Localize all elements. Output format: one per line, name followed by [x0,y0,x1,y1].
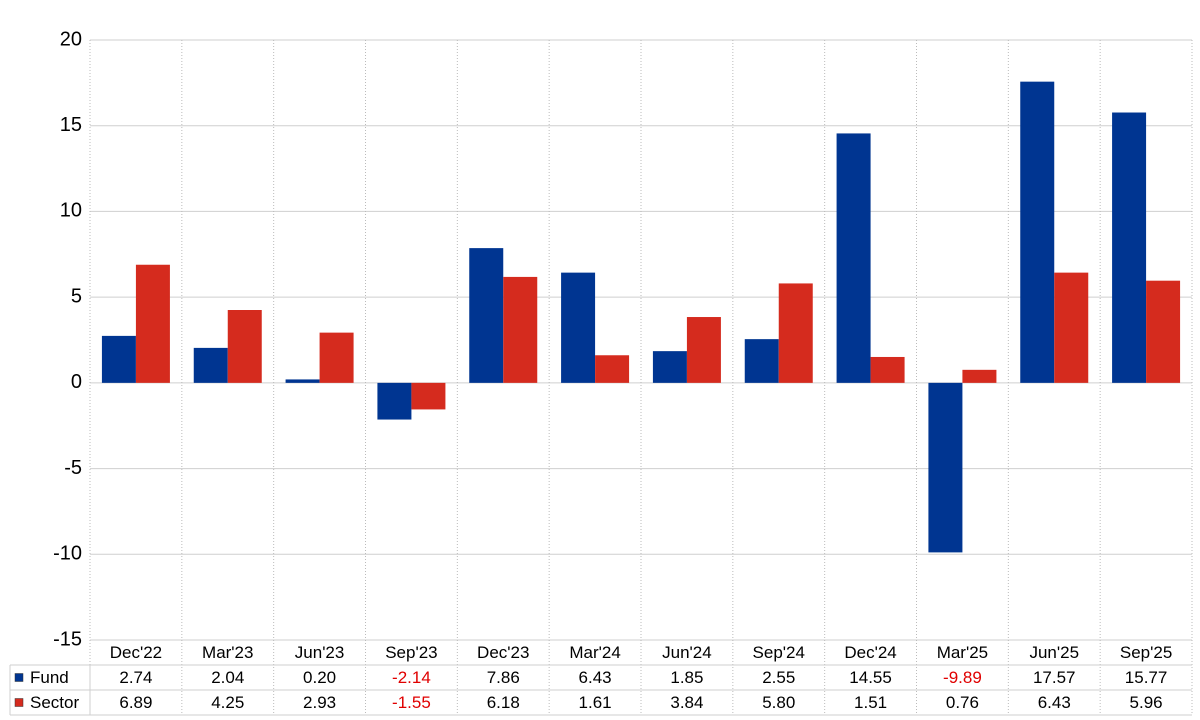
bar [686,317,721,383]
y-tick-label: -15 [53,628,82,650]
table-value: 5.96 [1130,693,1163,712]
y-tick-label: 10 [60,200,82,222]
bar [870,356,905,383]
table-value: 1.85 [670,668,703,687]
y-tick-label: 15 [60,114,82,136]
x-tick-label: Mar'25 [937,643,988,662]
x-tick-label: Jun'23 [295,643,345,662]
table-value: 5.80 [762,693,795,712]
table-value: 2.74 [119,668,152,687]
table-value: 4.25 [211,693,244,712]
table-value: 7.86 [487,668,520,687]
bar [1146,280,1181,383]
y-tick-label: 0 [71,371,82,393]
bar [193,347,228,383]
table-value: 6.18 [487,693,520,712]
x-tick-label: Jun'25 [1029,643,1079,662]
bar [962,369,997,383]
table-value: 1.51 [854,693,887,712]
x-tick-label: Sep'25 [1120,643,1172,662]
x-tick-label: Mar'24 [569,643,620,662]
bar [227,310,262,383]
bar [561,272,596,383]
table-value: 6.89 [119,693,152,712]
table-value: 15.77 [1125,668,1168,687]
table-value: 0.76 [946,693,979,712]
x-tick-label: Dec'24 [844,643,896,662]
bar [135,264,170,383]
bar [411,382,446,410]
legend-swatch [14,698,24,707]
x-tick-label: Dec'22 [110,643,162,662]
bar [652,351,687,383]
bar [1054,272,1089,383]
x-tick-label: Sep'24 [753,643,805,662]
bar [319,332,354,383]
bar [1020,81,1055,383]
table-value: 17.57 [1033,668,1076,687]
table-value: 2.55 [762,668,795,687]
bar [836,133,871,383]
table-value: 2.04 [211,668,244,687]
x-tick-label: Jun'24 [662,643,712,662]
bar [503,276,538,383]
y-tick-label: -5 [64,457,82,479]
legend-label: Sector [30,693,79,712]
y-tick-label: 20 [60,28,82,50]
table-value: -2.14 [392,668,431,687]
table-value: 14.55 [849,668,892,687]
bar [285,379,320,383]
x-tick-label: Sep'23 [385,643,437,662]
table-value: 6.43 [579,668,612,687]
bar [744,339,779,383]
table-value: 1.61 [579,693,612,712]
table-value: 3.84 [670,693,703,712]
x-tick-label: Mar'23 [202,643,253,662]
bar [778,283,813,383]
x-tick-label: Dec'23 [477,643,529,662]
y-tick-label: 5 [71,285,82,307]
bar [469,248,504,383]
bar [101,335,136,383]
table-value: -9.89 [943,668,982,687]
legend-label: Fund [30,668,69,687]
table-value: 6.43 [1038,693,1071,712]
bar [595,355,630,383]
bar [377,382,412,420]
table-value: 0.20 [303,668,336,687]
bar [928,382,963,553]
legend-swatch [14,673,24,682]
table-value: 2.93 [303,693,336,712]
table-value: -1.55 [392,693,431,712]
bar [1112,112,1147,383]
y-tick-label: -10 [53,543,82,565]
